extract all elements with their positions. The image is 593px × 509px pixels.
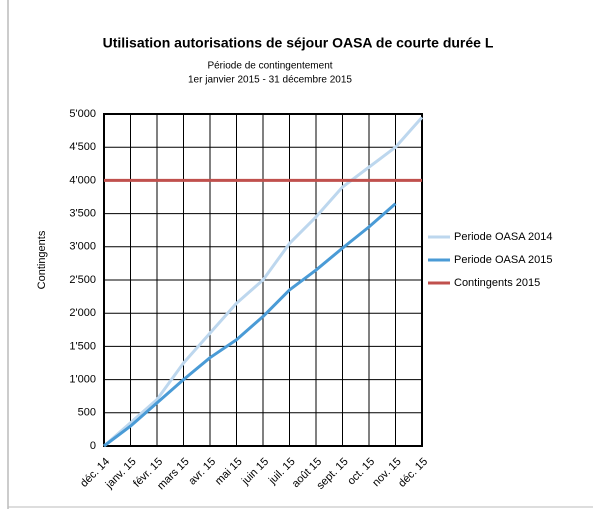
plot-border <box>103 113 423 447</box>
y-tick-label: 1'000 <box>69 374 96 386</box>
legend-label: Periode OASA 2014 <box>454 231 552 243</box>
y-tick-label: 2'500 <box>69 274 96 286</box>
series-line <box>103 202 397 448</box>
y-axis-label: Contingents <box>36 230 48 289</box>
y-tick-label: 3'500 <box>69 208 96 220</box>
y-tick-label: 0 <box>90 440 96 452</box>
chart-title: Utilisation autorisations de séjour OASA… <box>103 35 494 51</box>
legend-label: Contingents 2015 <box>454 277 540 289</box>
chart-subtitle: Période de contingentement <box>207 61 332 72</box>
series-line <box>103 116 424 448</box>
y-tick-label: 4'500 <box>69 141 96 153</box>
y-tick-label: 5'000 <box>69 108 96 120</box>
legend-label: Periode OASA 2015 <box>454 254 552 266</box>
y-tick-label: 500 <box>78 407 96 419</box>
chart-subtitle: 1er janvier 2015 - 31 décembre 2015 <box>188 75 352 86</box>
y-tick-label: 4'000 <box>69 174 96 186</box>
y-tick-label: 1'500 <box>69 340 96 352</box>
y-tick-label: 2'000 <box>69 307 96 319</box>
y-tick-label: 3'000 <box>69 241 96 253</box>
